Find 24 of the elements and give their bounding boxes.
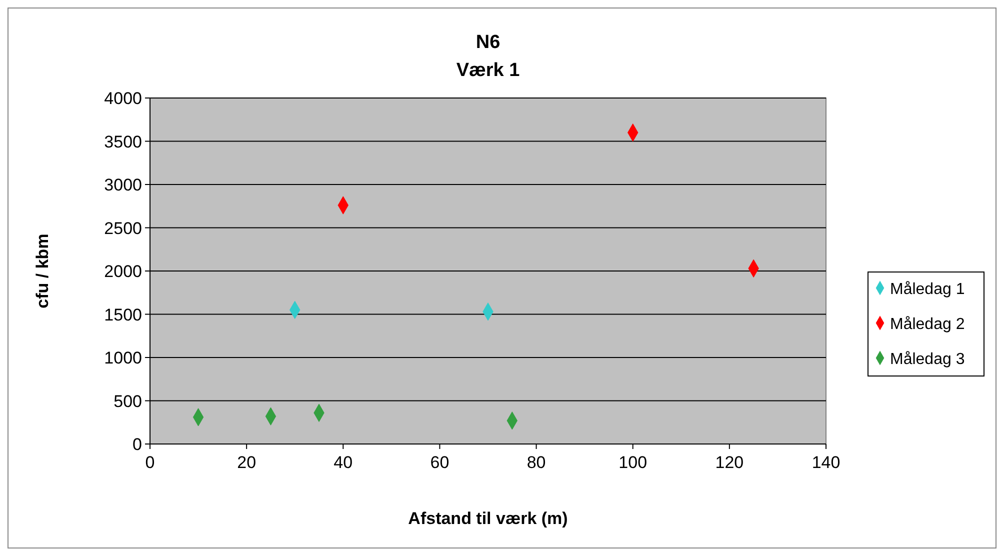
y-tick-label: 0 [132,435,142,454]
x-tick-label: 40 [334,453,353,472]
y-axis-title: cfu / kbm [33,234,52,308]
x-tick-label: 140 [812,453,840,472]
y-tick-label: 1000 [104,348,142,368]
x-tick-label: 20 [237,453,256,472]
chart-subtitle: Værk 1 [456,60,520,81]
legend-label: Måledag 1 [890,281,965,298]
legend-label: Måledag 3 [890,351,965,368]
y-tick-label: 500 [114,392,142,411]
x-tick-label: 100 [618,453,648,472]
x-tick-label: 0 [145,453,155,472]
y-tick-label: 2000 [104,262,142,281]
y-tick-label: 1500 [104,305,142,324]
x-tick-label: 120 [715,453,744,472]
x-tick-label: 60 [430,453,450,472]
x-axis-title: Afstand til værk (m) [408,509,568,528]
y-tick-label: 3000 [104,176,142,194]
legend-label: Måledag 2 [890,316,965,333]
y-tick-label: 2500 [104,218,142,238]
chart-title: N6 [476,32,500,53]
y-tick-label: 3500 [104,132,142,152]
y-tick-label: 4000 [104,89,142,108]
x-tick-label: 80 [526,453,546,472]
